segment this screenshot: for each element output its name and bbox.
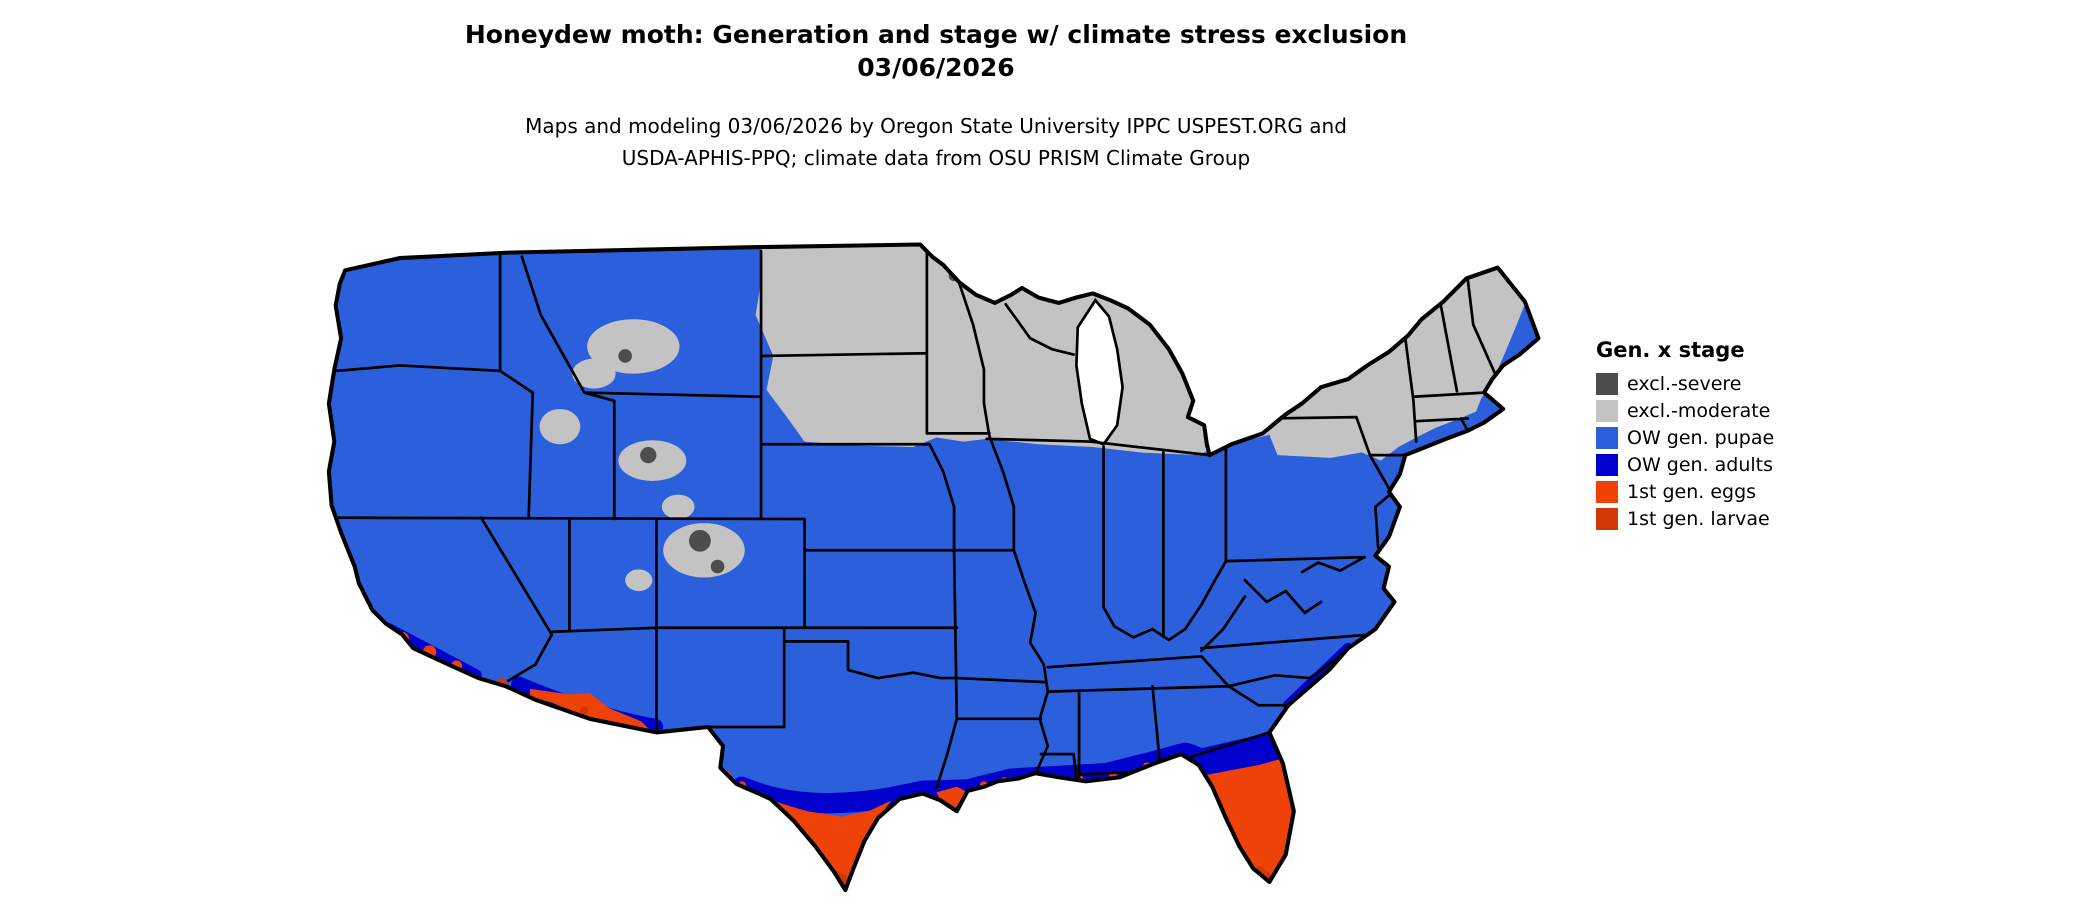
header: Honeydew moth: Generation and stage w/ c… — [0, 18, 1872, 174]
state-borders — [328, 249, 1497, 790]
legend: Gen. x stage excl.-severe excl.-moderate… — [1596, 338, 1774, 534]
legend-swatch-excl-severe — [1596, 372, 1618, 395]
legend-label: excl.-severe — [1627, 372, 1742, 395]
legend-item-excl-moderate: excl.-moderate — [1596, 399, 1774, 422]
legend-swatch-excl-moderate — [1596, 399, 1618, 422]
subtitle-line1: Maps and modeling 03/06/2026 by Oregon S… — [525, 114, 1347, 138]
legend-item-excl-severe: excl.-severe — [1596, 372, 1774, 395]
map-subtitle: Maps and modeling 03/06/2026 by Oregon S… — [0, 110, 1872, 174]
legend-item-first-gen-eggs: 1st gen. eggs — [1596, 480, 1774, 503]
legend-item-first-gen-larvae: 1st gen. larvae — [1596, 507, 1774, 530]
legend-swatch-ow-pupae — [1596, 426, 1618, 449]
legend-item-ow-pupae: OW gen. pupae — [1596, 426, 1774, 449]
legend-swatch-first-gen-larvae — [1596, 507, 1618, 530]
legend-label: 1st gen. eggs — [1627, 480, 1757, 503]
legend-label: 1st gen. larvae — [1627, 507, 1770, 530]
legend-label: excl.-moderate — [1627, 399, 1771, 422]
legend-title: Gen. x stage — [1596, 338, 1745, 362]
legend-label: OW gen. pupae — [1627, 426, 1775, 449]
legend-swatch-ow-adults — [1596, 453, 1618, 476]
us-outline — [326, 242, 1541, 893]
legend-item-ow-adults: OW gen. adults — [1596, 453, 1774, 476]
map-container — [318, 240, 1548, 900]
us-map — [326, 242, 1541, 893]
legend-label: OW gen. adults — [1627, 453, 1774, 476]
subtitle-line2: USDA-APHIS-PPQ; climate data from OSU PR… — [621, 146, 1251, 170]
map-title-line1: Honeydew moth: Generation and stage w/ c… — [464, 20, 1408, 49]
legend-swatch-first-gen-eggs — [1596, 480, 1618, 503]
map-title-date: 03/06/2026 — [857, 53, 1015, 82]
